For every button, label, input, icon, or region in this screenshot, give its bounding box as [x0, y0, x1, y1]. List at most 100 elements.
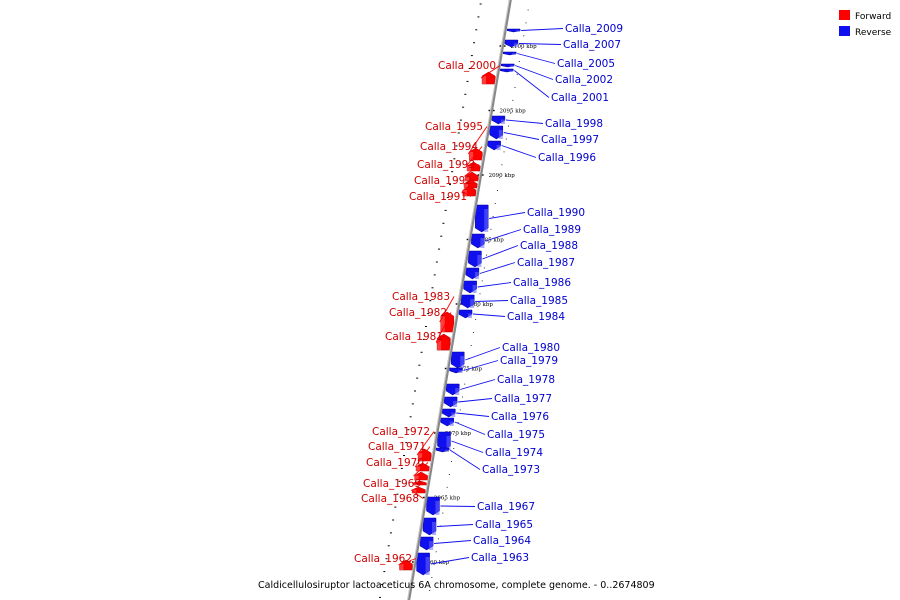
gene-label[interactable]: Calla_1975: [487, 429, 545, 441]
gene-block-shade: [465, 176, 470, 181]
gene-label[interactable]: Calla_1965: [475, 519, 533, 531]
gene-block-shade: [429, 541, 434, 550]
gene-label[interactable]: Calla_1968: [361, 493, 419, 505]
legend: Forward Reverse: [839, 10, 892, 38]
legend-reverse-label: Reverse: [855, 28, 892, 38]
gene-label[interactable]: Calla_1991: [409, 191, 467, 203]
leader-line: [480, 65, 501, 79]
leader-line: [505, 119, 544, 124]
leader-line: [482, 245, 519, 260]
gene-block-shade: [496, 145, 501, 150]
gene-block-shade: [414, 475, 419, 480]
gene-block-shade: [449, 421, 454, 426]
legend-forward-label: Forward: [855, 12, 891, 22]
gene-label[interactable]: Calla_2000: [438, 60, 496, 72]
gene-block-shade: [470, 299, 475, 308]
gene-label[interactable]: Calla_1969: [363, 478, 421, 490]
gene-label[interactable]: Calla_1989: [523, 224, 581, 236]
gene-label[interactable]: Calla_2009: [565, 23, 623, 35]
gene-label[interactable]: Calla_1988: [520, 240, 578, 252]
gene-label[interactable]: Calla_1973: [482, 464, 540, 476]
gene-label[interactable]: Calla_1977: [494, 393, 552, 405]
leader-line: [435, 312, 452, 343]
gene-block-shade: [418, 453, 423, 461]
gene-block-shade: [440, 316, 445, 332]
gene-label[interactable]: Calla_1981: [385, 331, 443, 343]
gene-label[interactable]: Calla_1967: [477, 501, 535, 513]
gene-label[interactable]: Calla_1997: [541, 134, 599, 146]
gene-label[interactable]: Calla_2001: [551, 92, 609, 104]
leader-line: [477, 282, 512, 288]
gene-block-shade: [516, 30, 521, 32]
leader-line: [449, 449, 481, 470]
gene-block-shade: [477, 255, 482, 267]
leader-line: [501, 145, 537, 158]
gene-block-shade: [460, 356, 465, 368]
gene-block-shade: [413, 482, 418, 485]
gene-label[interactable]: Calla_1976: [491, 411, 549, 423]
gene-label[interactable]: Calla_1985: [510, 295, 568, 307]
gene-block-shade: [425, 557, 430, 575]
leader-line: [461, 190, 472, 197]
gene-label[interactable]: Calla_1979: [500, 355, 558, 367]
tick-label: 2075 kbp: [456, 367, 483, 373]
gene-block-shade: [444, 449, 449, 452]
gene-block-shade: [472, 285, 477, 293]
gene-label[interactable]: Calla_1962: [354, 553, 412, 565]
leader-line: [517, 53, 556, 64]
leader-line: [485, 229, 522, 242]
gene-label[interactable]: Calla_1964: [473, 535, 531, 547]
gene-label[interactable]: Calla_2002: [555, 74, 613, 86]
gene-label[interactable]: Calla_1994: [420, 141, 478, 153]
gene-label[interactable]: Calla_1980: [502, 342, 560, 354]
leader-line: [416, 431, 435, 456]
leader-line: [435, 336, 448, 344]
leader-line: [503, 132, 540, 140]
gene-label[interactable]: Calla_1987: [517, 257, 575, 269]
leader-line: [436, 524, 474, 527]
gene-label[interactable]: Calla_1998: [545, 118, 603, 130]
leader-line: [473, 313, 506, 317]
gene-block-shade: [464, 183, 469, 188]
gene-label[interactable]: Calla_1974: [485, 447, 543, 459]
gene-block-shade: [512, 53, 517, 55]
leader-line: [465, 146, 483, 167]
gene-label[interactable]: Calla_1963: [471, 552, 529, 564]
leader-line: [465, 347, 501, 361]
gene-label[interactable]: Calla_1996: [538, 152, 596, 164]
leader-line: [518, 43, 562, 45]
gene-block-shade: [446, 436, 451, 450]
gene-label[interactable]: Calla_1990: [527, 207, 585, 219]
legend-reverse-swatch: [839, 26, 850, 36]
gene-label[interactable]: Calla_1982: [389, 307, 447, 319]
tick-label: 2095 kbp: [500, 109, 527, 115]
gene-block-shade: [468, 313, 473, 318]
tick-label: 2070 kbp: [445, 431, 472, 437]
gene-label[interactable]: Calla_1984: [507, 311, 565, 323]
gene-label[interactable]: Calla_2005: [557, 58, 615, 70]
gene-label[interactable]: Calla_2007: [563, 39, 621, 51]
chromosome-backbone: [407, 0, 512, 600]
gene-label[interactable]: Calla_1995: [425, 121, 483, 133]
chromosome-backbone-highlight: [407, 0, 510, 600]
leader-line: [430, 557, 470, 565]
gene-block-shade: [432, 522, 437, 535]
gene-label[interactable]: Calla_1983: [392, 291, 450, 303]
leader-line: [434, 540, 472, 544]
genome-caption: Caldicellulosiruptor lactoaceticus 6A ch…: [258, 580, 655, 591]
gene-block-shade: [458, 370, 463, 373]
gene-label[interactable]: Calla_1992: [414, 175, 472, 187]
gene-block-shade: [510, 65, 515, 67]
gene-label[interactable]: Calla_1978: [497, 374, 555, 386]
gene-label[interactable]: Calla_1986: [513, 277, 571, 289]
gene-block-shade: [453, 401, 458, 407]
gene-label[interactable]: Calla_1970: [366, 457, 424, 469]
tick-label: 2085 kbp: [478, 238, 505, 244]
leader-line: [489, 212, 526, 219]
gene-label[interactable]: Calla_1993: [417, 159, 475, 171]
gene-label[interactable]: Calla_1972: [372, 426, 430, 438]
gene-label[interactable]: Calla_1971: [368, 441, 426, 453]
gene-block-shade: [435, 501, 440, 515]
tick-label: 2090 kbp: [489, 173, 516, 179]
